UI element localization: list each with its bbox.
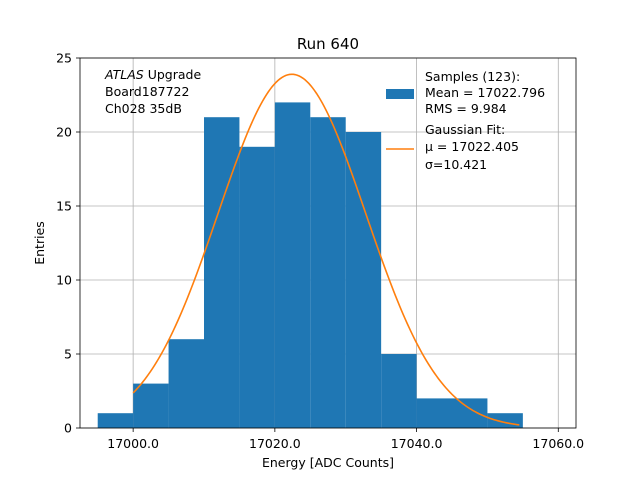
x-axis-label: Energy [ADC Counts] <box>262 455 394 470</box>
legend-fit-sigma: σ=10.421 <box>425 157 487 172</box>
x-tick-label-0: 17000.0 <box>107 436 159 451</box>
info-annotation: ATLAS Upgrade Board187722 Ch028 35dB <box>104 67 201 116</box>
x-tick-label-3: 17060.0 <box>532 436 584 451</box>
y-tick-label-0: 0 <box>64 421 72 436</box>
experiment-name: ATLAS <box>104 67 144 82</box>
histogram-bar-1 <box>133 383 169 428</box>
y-tick-label-5: 25 <box>56 51 72 66</box>
histogram-bar-8 <box>381 354 417 428</box>
legend-fit-mu: μ = 17022.405 <box>425 139 519 154</box>
gaussian-fit-curve <box>132 73 520 426</box>
histogram-bar-2 <box>168 339 204 428</box>
annotation-line-1: ATLAS Upgrade <box>104 67 201 82</box>
x-tick-label-2: 17040.0 <box>391 436 443 451</box>
y-tick-label-2: 10 <box>56 273 72 288</box>
annotation-channel: Ch028 35dB <box>105 101 182 116</box>
annotation-upgrade: Upgrade <box>144 67 202 82</box>
axis-ticks: 17000.0 17020.0 17040.0 17060.0 0 5 10 15 20 25 <box>56 51 584 452</box>
legend-fit-title: Gaussian Fit: <box>425 122 505 137</box>
histogram-bar-10 <box>452 398 488 428</box>
histogram-bar-6 <box>310 117 346 428</box>
chart-title: Run 640 <box>297 35 359 53</box>
plot-frame <box>79 57 577 429</box>
legend-samples-mean: Mean = 17022.796 <box>425 85 545 100</box>
y-tick-label-3: 15 <box>56 199 72 214</box>
annotation-board: Board187722 <box>105 84 189 99</box>
legend: Samples (123): Mean = 17022.796 RMS = 9.… <box>386 69 545 172</box>
histogram-bar-11 <box>487 413 523 428</box>
histogram-bar-7 <box>345 132 382 428</box>
y-tick-label-4: 20 <box>56 125 72 140</box>
legend-samples-title: Samples (123): <box>425 69 520 84</box>
histogram-bar-4 <box>239 146 275 429</box>
histogram-bars <box>97 102 523 429</box>
y-axis-label: Entries <box>32 221 47 265</box>
x-tick-label-1: 17020.0 <box>249 436 301 451</box>
legend-samples-rms: RMS = 9.984 <box>425 101 507 116</box>
histogram-bar-9 <box>416 398 452 428</box>
histogram-bar-0 <box>97 413 134 428</box>
y-tick-label-1: 5 <box>64 347 72 362</box>
legend-samples-swatch <box>386 89 414 99</box>
histogram-bar-5 <box>274 102 311 429</box>
histogram-bar-3 <box>204 117 240 428</box>
gaussian-fit <box>132 73 520 426</box>
